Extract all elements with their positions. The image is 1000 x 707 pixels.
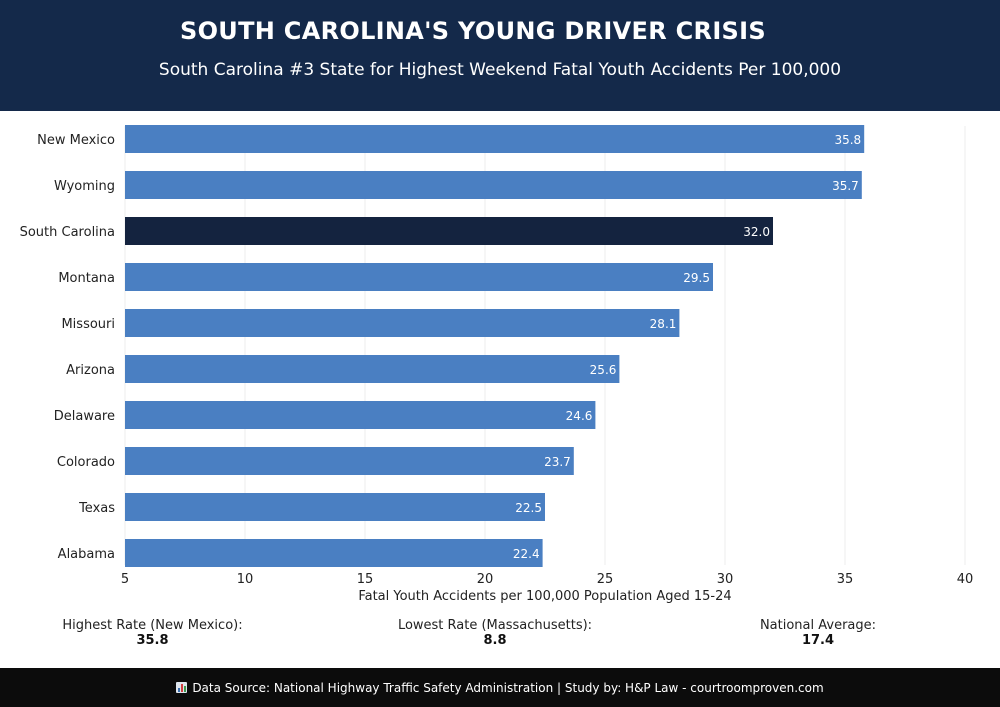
bar-chart-icon bbox=[176, 682, 188, 693]
header-banner: SOUTH CAROLINA'S YOUNG DRIVER CRISIS Sou… bbox=[0, 0, 1000, 111]
stat-lowest-value: 8.8 bbox=[483, 633, 507, 648]
bar bbox=[125, 309, 680, 337]
x-tick-label: 20 bbox=[477, 572, 494, 587]
stat-average-value: 17.4 bbox=[801, 633, 835, 648]
bar bbox=[125, 355, 620, 383]
value-label: 24.6 bbox=[566, 409, 593, 423]
bar bbox=[125, 171, 862, 199]
x-tick-label: 25 bbox=[597, 572, 614, 587]
x-tick-label: 15 bbox=[357, 572, 374, 587]
bar bbox=[125, 125, 865, 153]
bar bbox=[125, 217, 773, 245]
bar bbox=[125, 539, 543, 567]
category-label: Alabama bbox=[58, 547, 115, 562]
x-tick-label: 30 bbox=[717, 572, 734, 587]
value-label: 25.6 bbox=[590, 363, 617, 377]
category-label: Missouri bbox=[61, 317, 115, 332]
stat-average-label: National Average: bbox=[759, 618, 877, 633]
category-label: Colorado bbox=[57, 455, 115, 470]
x-axis-title: Fatal Youth Accidents per 100,000 Popula… bbox=[358, 589, 731, 604]
category-label: South Carolina bbox=[20, 225, 115, 240]
value-label: 28.1 bbox=[650, 317, 677, 331]
category-label: Wyoming bbox=[54, 179, 115, 194]
category-label: Arizona bbox=[66, 363, 115, 378]
stat-lowest-label: Lowest Rate (Massachusetts): bbox=[397, 618, 593, 633]
category-label: Delaware bbox=[54, 409, 115, 424]
bar bbox=[125, 447, 574, 475]
footer-source: Data Source: National Highway Traffic Sa… bbox=[0, 668, 1000, 707]
bar bbox=[125, 493, 545, 521]
bar bbox=[125, 401, 596, 429]
bar bbox=[125, 263, 713, 291]
category-label: Montana bbox=[58, 271, 115, 286]
value-label: 32.0 bbox=[743, 225, 770, 239]
value-label: 29.5 bbox=[683, 271, 710, 285]
x-tick-label: 40 bbox=[957, 572, 974, 587]
value-label: 22.5 bbox=[515, 501, 542, 515]
stat-highest-value: 35.8 bbox=[136, 633, 169, 648]
chart-title: SOUTH CAROLINA'S YOUNG DRIVER CRISIS bbox=[180, 17, 766, 45]
value-label: 35.7 bbox=[832, 179, 859, 193]
bar-chart: New Mexico 35.8 Wyoming 35.7 South Carolina 3… bbox=[20, 125, 974, 604]
x-tick-label: 5 bbox=[121, 572, 129, 587]
stat-highest-label: Highest Rate (New Mexico): bbox=[62, 618, 243, 633]
value-label: 23.7 bbox=[544, 455, 571, 469]
value-label: 22.4 bbox=[513, 547, 540, 561]
x-tick-label: 35 bbox=[837, 572, 854, 587]
category-label: New Mexico bbox=[37, 133, 115, 148]
category-label: Texas bbox=[78, 501, 115, 516]
value-label: 35.8 bbox=[834, 133, 861, 147]
x-tick-label: 10 bbox=[237, 572, 254, 587]
chart-subtitle: South Carolina #3 State for Highest Week… bbox=[158, 60, 842, 80]
footer-text: Data Source: National Highway Traffic Sa… bbox=[192, 680, 824, 695]
